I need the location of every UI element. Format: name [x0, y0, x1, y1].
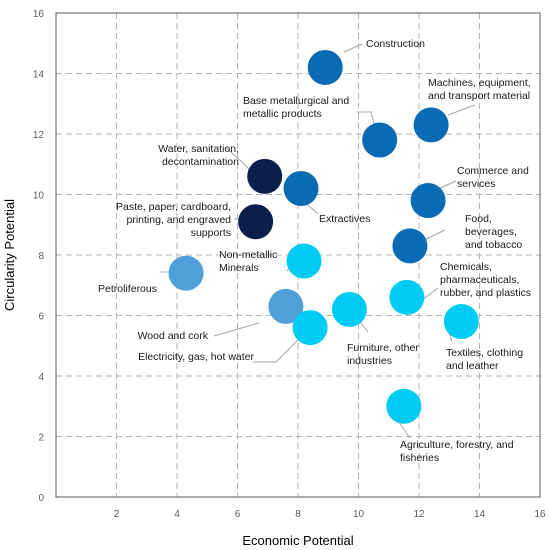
point-label-line: Construction: [366, 38, 425, 50]
data-point: [238, 204, 274, 240]
data-point: [410, 183, 446, 219]
data-point: [268, 288, 304, 324]
x-tick-label: 2: [114, 509, 120, 520]
point-label-line: pharmaceuticals,: [440, 274, 519, 286]
y-tick-label: 10: [33, 191, 45, 202]
point-label-line: Chemicals,: [440, 261, 492, 273]
x-tick-label: 4: [174, 509, 180, 520]
point-label-line: Paste, paper, cardboard,: [116, 201, 231, 213]
data-point: [292, 310, 328, 346]
point-label-line: services: [457, 178, 496, 190]
point-label-line: Commerce and: [457, 165, 529, 177]
point-label-line: printing, and engraved: [127, 214, 232, 226]
point-labels: Construction Base metallurgical and metall…: [98, 38, 531, 464]
label-leader-line: [357, 111, 375, 125]
data-point: [307, 49, 343, 85]
point-label-line: Textiles, clothing: [446, 347, 523, 359]
point-label-line: Non-metallic: [219, 249, 277, 261]
label-leader-line: [225, 147, 251, 171]
point-label-line: Agriculture, forestry, and: [400, 439, 514, 451]
data-point: [392, 228, 428, 264]
point-label-line: Minerals: [219, 262, 259, 274]
label-leader-line: [421, 287, 439, 301]
x-tick-label: 6: [235, 509, 241, 520]
data-point: [247, 158, 283, 194]
y-tick-label: 12: [33, 130, 45, 141]
data-point: [386, 388, 422, 424]
y-axis-title: Circularity Potential: [2, 199, 17, 311]
point-label-line: and leather: [446, 360, 499, 372]
point-label: Agriculture, forestry, and fisheries: [400, 439, 514, 464]
tick-labels: 2 4 6 8 10 12 14 16 0 2 4 6 8 10 12 14 16: [33, 9, 546, 520]
label-leader-line: [213, 322, 260, 337]
point-label: Paste, paper, cardboard, printing, and en…: [116, 201, 231, 239]
y-tick-label: 16: [33, 9, 45, 20]
label-leader-line: [447, 104, 476, 116]
data-point: [286, 243, 322, 279]
point-label-line: Base metallurgical and: [243, 95, 349, 107]
y-tick-label: 4: [38, 372, 44, 383]
label-leader-line: [253, 339, 299, 363]
point-label: Wood and cork: [138, 330, 209, 342]
point-label: Furniture, other industries: [347, 342, 419, 367]
data-point: [413, 107, 449, 143]
point-label-line: Machines, equipment,: [428, 77, 531, 89]
label-leader-line: [343, 43, 363, 53]
point-label-line: Petroliferous: [98, 283, 157, 295]
point-label-line: Wood and cork: [138, 330, 209, 342]
y-tick-label: 6: [38, 312, 44, 323]
point-label: Extractives: [319, 213, 370, 225]
point-label-line: Electricity, gas, hot water: [138, 351, 254, 363]
data-point: [362, 122, 398, 158]
point-label-line: Furniture, other: [347, 342, 419, 354]
y-tick-label: 2: [38, 433, 44, 444]
point-label: Petroliferous: [98, 283, 157, 295]
x-tick-label: 12: [413, 509, 425, 520]
point-label-line: beverages,: [465, 226, 517, 238]
point-label-line: industries: [347, 355, 392, 367]
point-label-line: metallic products: [243, 108, 322, 120]
label-leader-line: [439, 180, 457, 189]
point-label: Construction: [366, 38, 425, 50]
x-tick-label: 14: [474, 509, 486, 520]
point-label-line: and tobacco: [465, 239, 522, 251]
point-label: Non-metallic Minerals: [219, 249, 277, 274]
point-label-line: decontamination: [162, 156, 239, 168]
data-point: [331, 291, 367, 327]
point-label-line: supports: [191, 227, 231, 239]
data-point: [168, 255, 204, 291]
point-label-line: and transport material: [428, 90, 530, 102]
point-label-line: rubber, and plastics: [440, 287, 531, 299]
y-tick-label: 0: [38, 493, 44, 504]
point-label: Electricity, gas, hot water: [138, 351, 254, 363]
point-label-line: fisheries: [400, 452, 439, 464]
point-label-line: Extractives: [319, 213, 370, 225]
data-point: [443, 304, 479, 340]
plot-frame: [55, 12, 541, 498]
point-label: Textiles, clothing and leather: [446, 347, 523, 372]
point-label: Water, sanitation, decontamination: [158, 143, 239, 168]
point-label: Chemicals, pharmaceuticals, rubber, and pl…: [440, 261, 531, 299]
point-label: Commerce and services: [457, 165, 529, 190]
point-label-line: Food,: [465, 213, 492, 225]
data-point: [283, 170, 319, 206]
y-tick-label: 14: [33, 70, 45, 81]
data-point: [389, 279, 425, 315]
point-label: Machines, equipment, and transport materi…: [428, 77, 531, 102]
x-tick-label: 10: [353, 509, 365, 520]
x-axis-title: Economic Potential: [242, 533, 353, 548]
x-tick-label: 16: [534, 509, 546, 520]
point-label: Base metallurgical and metallic products: [243, 95, 349, 120]
y-tick-label: 8: [38, 251, 44, 262]
point-label-line: Water, sanitation,: [158, 143, 239, 155]
x-tick-label: 8: [295, 509, 301, 520]
point-label: Food, beverages, and tobacco: [465, 213, 522, 251]
data-points: [168, 49, 479, 424]
